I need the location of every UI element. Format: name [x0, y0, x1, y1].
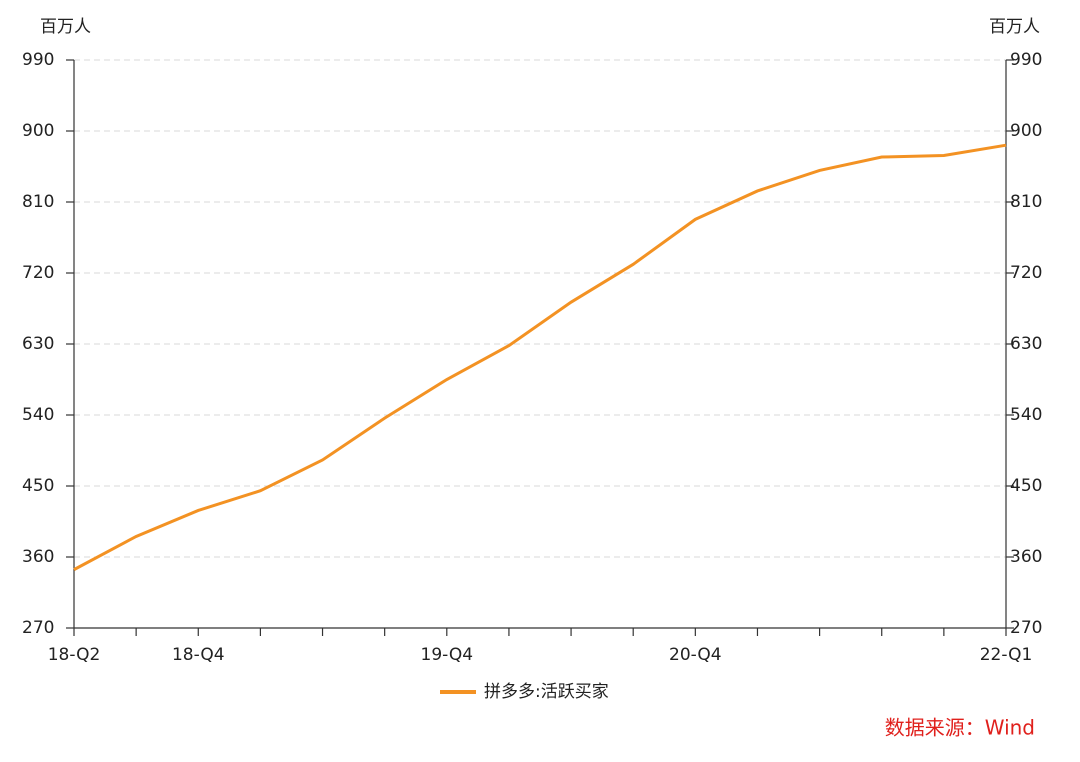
x-tick-label: 18-Q4 — [172, 645, 225, 665]
y2-tick-label: 540 — [1010, 405, 1042, 425]
y2-tick-label: 810 — [1010, 192, 1042, 212]
source: 数据来源：Wind — [885, 716, 1035, 740]
y2-tick-label: 990 — [1010, 50, 1042, 70]
x-tick-label: 18-Q2 — [48, 645, 101, 665]
y2-tick-label: 900 — [1010, 121, 1042, 141]
y-tick-label: 540 — [22, 405, 54, 425]
y-tick-label: 720 — [22, 263, 54, 283]
y-tick-label: 900 — [22, 121, 54, 141]
y2-unit: 百万人 — [989, 17, 1040, 37]
y2-tick-label: 270 — [1010, 618, 1042, 638]
x-tick-label: 19-Q4 — [421, 645, 474, 665]
y-tick-label: 810 — [22, 192, 54, 212]
line — [73, 143, 1007, 571]
y-tick-label: 270 — [22, 618, 54, 638]
y-tick-label: 630 — [22, 334, 54, 354]
x-tick-label: 20-Q4 — [669, 645, 722, 665]
y-unit: 百万人 — [40, 17, 91, 37]
y2-tick-label: 360 — [1010, 547, 1042, 567]
y2-tick-label: 630 — [1010, 334, 1042, 354]
legend-label: 拼多多:活跃买家 — [484, 682, 609, 702]
x-tick-label: 22-Q1 — [980, 645, 1033, 665]
y-tick-label: 450 — [22, 476, 54, 496]
y-tick-label: 360 — [22, 547, 54, 567]
y-tick-label: 990 — [22, 50, 54, 70]
y2-tick-label: 720 — [1010, 263, 1042, 283]
y2-tick-label: 450 — [1010, 476, 1042, 496]
